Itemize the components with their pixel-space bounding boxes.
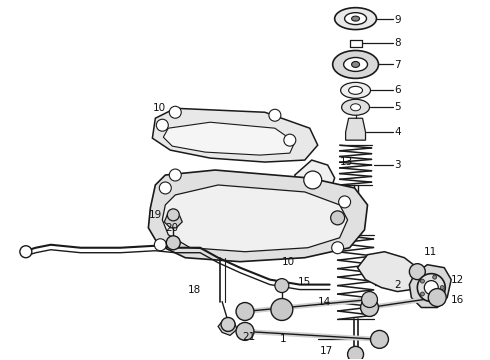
Circle shape (339, 196, 350, 208)
Polygon shape (148, 170, 368, 262)
Text: 12: 12 (451, 275, 465, 285)
Ellipse shape (335, 8, 376, 30)
Text: 15: 15 (298, 276, 311, 287)
Ellipse shape (333, 50, 378, 78)
Circle shape (417, 274, 445, 302)
Text: 1: 1 (280, 334, 287, 345)
Text: 13: 13 (340, 157, 353, 167)
Circle shape (331, 211, 344, 225)
Text: 11: 11 (424, 247, 438, 257)
Text: 7: 7 (394, 60, 401, 71)
Ellipse shape (342, 99, 369, 115)
Circle shape (428, 289, 446, 306)
Text: 10: 10 (282, 257, 295, 267)
Text: 17: 17 (319, 346, 333, 356)
Text: 20: 20 (165, 223, 178, 233)
Polygon shape (163, 122, 295, 155)
Polygon shape (162, 185, 347, 252)
Circle shape (166, 236, 180, 250)
Polygon shape (358, 252, 419, 292)
Circle shape (433, 296, 437, 300)
Circle shape (167, 209, 179, 221)
Text: 9: 9 (394, 15, 401, 24)
Text: 16: 16 (451, 294, 465, 305)
Polygon shape (345, 118, 366, 140)
Circle shape (271, 298, 293, 320)
Circle shape (304, 171, 322, 189)
Polygon shape (295, 160, 335, 198)
Circle shape (154, 239, 166, 251)
Polygon shape (318, 198, 347, 218)
Text: 21: 21 (242, 332, 255, 342)
Ellipse shape (343, 58, 368, 71)
Circle shape (361, 298, 378, 316)
Text: 19: 19 (148, 210, 162, 220)
Circle shape (236, 323, 254, 340)
Polygon shape (164, 215, 182, 228)
Text: 14: 14 (318, 297, 331, 306)
Ellipse shape (341, 82, 370, 98)
Circle shape (433, 275, 437, 279)
Circle shape (284, 134, 296, 146)
Ellipse shape (348, 86, 363, 94)
Circle shape (347, 346, 364, 360)
Polygon shape (152, 108, 318, 162)
Circle shape (156, 119, 168, 131)
Circle shape (169, 169, 181, 181)
Ellipse shape (352, 16, 360, 21)
Circle shape (20, 246, 32, 258)
Text: 4: 4 (394, 127, 401, 137)
Circle shape (409, 264, 425, 280)
Circle shape (424, 280, 438, 294)
Polygon shape (409, 265, 451, 307)
Circle shape (236, 302, 254, 320)
Text: 5: 5 (394, 102, 401, 112)
Circle shape (362, 292, 377, 307)
Text: 18: 18 (188, 284, 201, 294)
Circle shape (420, 279, 424, 283)
Ellipse shape (352, 62, 360, 67)
Text: 10: 10 (152, 103, 166, 113)
Polygon shape (218, 321, 237, 336)
Circle shape (332, 242, 343, 254)
Circle shape (275, 279, 289, 293)
Text: 2: 2 (394, 280, 401, 289)
Circle shape (420, 292, 424, 296)
Text: 3: 3 (394, 160, 401, 170)
Circle shape (269, 109, 281, 121)
Circle shape (370, 330, 389, 348)
Circle shape (221, 318, 235, 332)
Text: 6: 6 (394, 85, 401, 95)
Ellipse shape (350, 104, 361, 111)
Ellipse shape (344, 13, 367, 24)
Text: 8: 8 (394, 37, 401, 48)
Circle shape (440, 285, 444, 289)
Circle shape (159, 182, 171, 194)
Circle shape (169, 106, 181, 118)
